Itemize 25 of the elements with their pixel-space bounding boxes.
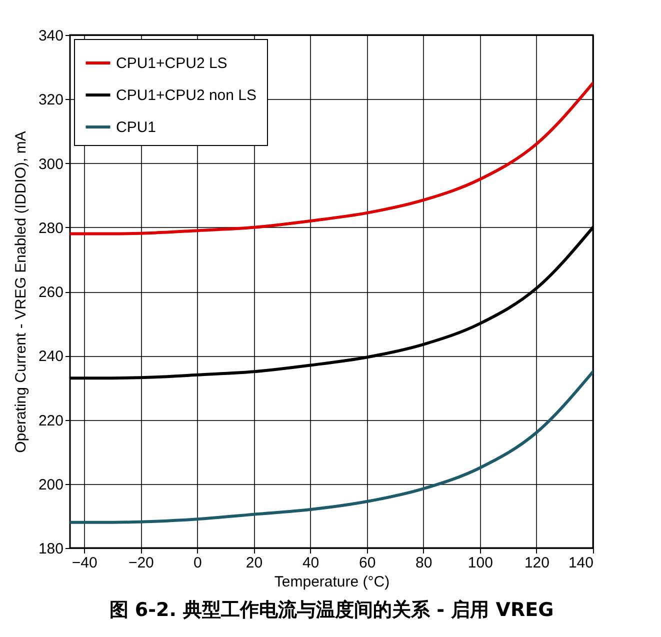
y-tick-label: 260 — [38, 284, 64, 301]
x-tick-label: 80 — [416, 554, 432, 572]
legend-label: CPU1+CPU2 non LS — [116, 87, 256, 104]
legend-label: CPU1 — [116, 119, 156, 136]
x-tick-label: 120 — [524, 554, 550, 572]
x-axis-title: Temperature (°C) — [274, 574, 390, 590]
y-tick-label: 200 — [38, 476, 64, 494]
x-tick-label: 40 — [302, 554, 320, 572]
y-tick-label: 220 — [38, 412, 64, 430]
y-tick-label: 280 — [38, 220, 64, 237]
y-tick-label: 300 — [38, 156, 64, 173]
x-tick-label: 60 — [358, 554, 376, 572]
y-tick-label: 240 — [38, 348, 64, 366]
y-tick-label: 340 — [38, 28, 64, 44]
y-tick-label: 320 — [38, 92, 64, 109]
x-tick-label: −40 — [72, 554, 98, 572]
x-tick-label: 0 — [194, 554, 202, 572]
x-tick-label: 20 — [246, 554, 263, 572]
y-axis-title: Operating Current - VREG Enabled (IDDIO), mA — [12, 131, 30, 453]
y-tick-label: 180 — [38, 540, 64, 558]
x-tick-label: 100 — [468, 554, 493, 572]
x-tick-label: −20 — [128, 554, 154, 572]
legend-label: CPU1+CPU2 LS — [116, 55, 228, 72]
x-tick-label: 140 — [568, 554, 594, 572]
text: 图 6-2. 典型工作电流与温度间的关系 - 启用 VREG — [109, 599, 554, 621]
